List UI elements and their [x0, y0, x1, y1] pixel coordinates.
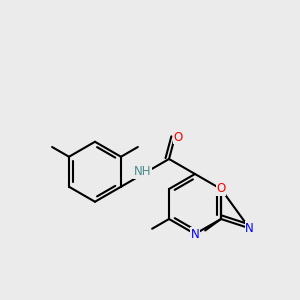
Text: O: O [173, 131, 182, 144]
Text: N: N [245, 222, 254, 235]
Text: N: N [190, 227, 200, 241]
Text: O: O [216, 182, 226, 196]
Text: NH: NH [134, 165, 151, 178]
